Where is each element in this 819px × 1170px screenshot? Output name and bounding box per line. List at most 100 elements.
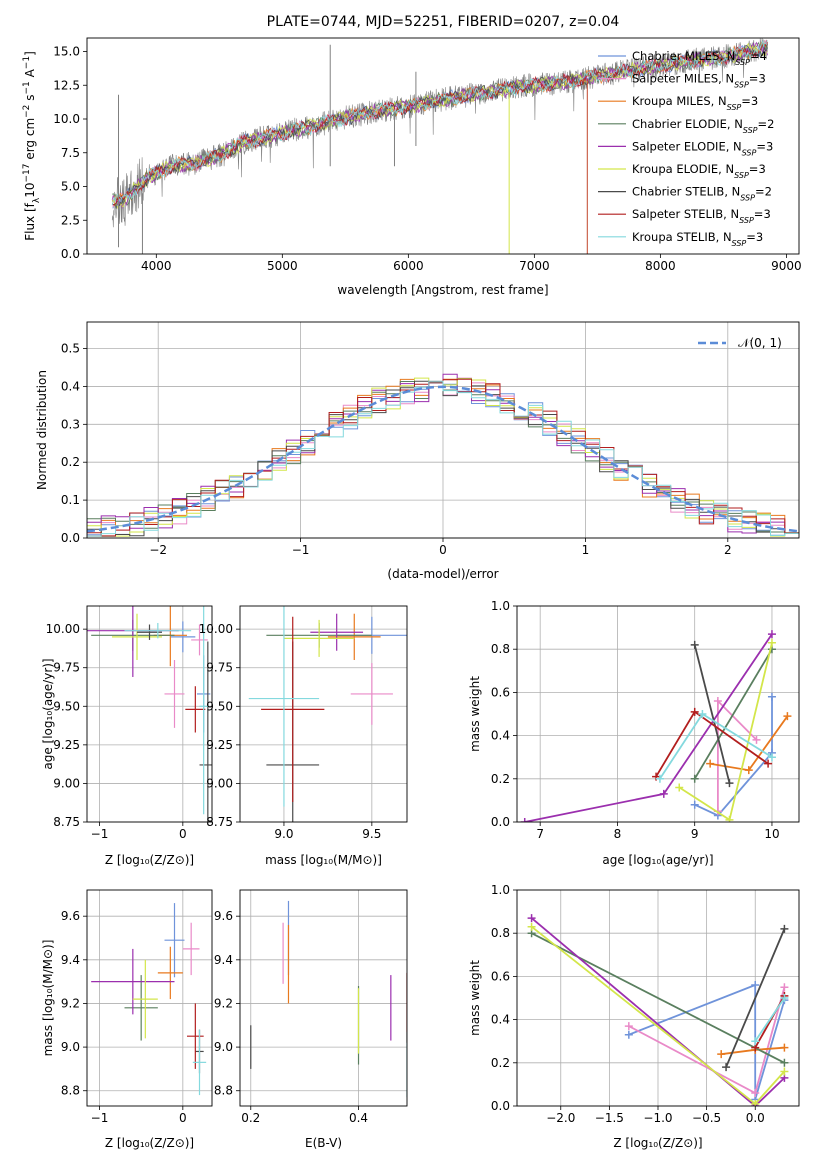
massweight-marker [690, 640, 699, 649]
massweight-marker [783, 712, 792, 721]
x-tick-label: 0.0 [746, 1111, 765, 1125]
massweight-marker [751, 1089, 760, 1098]
y-tick-label: 9.6 [61, 909, 80, 923]
y-tick-label: 0.6 [491, 685, 510, 699]
massweight-marker [713, 697, 722, 706]
legend-model-name: Salpeter STELIB [632, 207, 723, 221]
massweight-marker [744, 766, 753, 775]
massweight-line [531, 932, 785, 1064]
massweight-line [693, 648, 773, 780]
spectrum-plot [111, 38, 768, 254]
axes-frame [239, 605, 408, 823]
x-tick-label: 5000 [267, 259, 298, 273]
histogram-series [87, 380, 799, 538]
legend-nssp-sub: SSP [734, 80, 749, 89]
x-tick-label: 8000 [645, 259, 676, 273]
y-tick-label: 7.5 [61, 146, 80, 160]
legend-entry: Salpeter MILES, NSSP=3 [632, 72, 766, 90]
x-axis-label: age [log₁₀(age/yr)] [602, 853, 713, 867]
massweight-marker [655, 774, 664, 783]
massweight-marker [698, 710, 707, 718]
y-tick-label: 9.50 [206, 699, 233, 713]
massweight-line [725, 928, 786, 1068]
legend-entry: Kroupa ELODIE, NSSP=3 [632, 162, 766, 180]
y-tick-label: 10.00 [199, 622, 233, 636]
massweight-marker [690, 800, 699, 809]
y-axis-label-part: erg cm [23, 118, 37, 164]
x-tick-label: −1.5 [595, 1111, 624, 1125]
legend-entry: 𝒩(0, 1) [738, 336, 782, 350]
axes-frame [516, 889, 800, 1107]
y-axis-label: age [log₁₀(age/yr)] [41, 658, 55, 769]
y-tick-label: 9.75 [206, 661, 233, 675]
y-tick-label: 9.50 [53, 699, 80, 713]
y-tick-label: 0.2 [491, 1056, 510, 1070]
legend-nssp-value: 2 [765, 185, 772, 199]
y-axis-label-part: −1 [22, 56, 32, 69]
massweight-marker [780, 1058, 789, 1067]
legend-entry: Chabrier ELODIE, NSSP=2 [632, 117, 774, 135]
y-tick-label: 0.0 [61, 531, 80, 545]
x-tick-label: −2.0 [546, 1111, 575, 1125]
legend-nssp-label: N [725, 162, 734, 176]
model-spectrum [111, 42, 768, 210]
massweight-marker [725, 779, 734, 788]
y-tick-label: 0.4 [61, 379, 80, 393]
massweight-marker [717, 1050, 726, 1059]
y-tick-label: 8.75 [206, 815, 233, 829]
x-axis-label: E(B-V) [305, 1136, 342, 1150]
y-tick-label: 10.0 [53, 112, 80, 126]
y-tick-label: 9.2 [61, 996, 80, 1010]
x-tick-label: 10 [764, 827, 779, 841]
legend-model-name: Salpeter MILES [632, 72, 718, 86]
legend-nssp-label: N [723, 230, 732, 244]
y-tick-label: 8.75 [53, 815, 80, 829]
massweight-plot [520, 630, 792, 822]
y-tick-label: 9.4 [214, 953, 233, 967]
y-tick-label: 0.0 [491, 815, 510, 829]
massweight-marker [675, 783, 684, 792]
massweight-marker [764, 759, 773, 768]
axes-frame [86, 37, 800, 255]
legend-entry: Salpeter ELODIE, NSSP=3 [632, 139, 773, 157]
massweight-marker [527, 914, 536, 923]
axes-frame [516, 605, 800, 823]
legend-nssp-label: N [732, 185, 741, 199]
x-axis-label: Z [log₁₀(Z/Z⊙)] [613, 1136, 702, 1150]
y-axis-label-part: ] [23, 51, 37, 56]
massweight-marker [780, 983, 789, 992]
legend-nssp-label: N [734, 117, 743, 131]
massweight-marker [527, 922, 536, 931]
y-tick-label: 9.2 [214, 996, 233, 1010]
errorbar-plot [248, 606, 407, 822]
x-tick-label: 0 [179, 827, 187, 841]
panel-massweight-vs-Z: −2.0 −1.5 −1.0 −0.5 0.0 0.0 0.2 0.4 0.6 0.8 1.0 Z [… [468, 883, 800, 1150]
x-tick-label: 9.0 [274, 827, 293, 841]
y-axis-label: mass weight [468, 676, 482, 752]
x-tick-label: −0.5 [692, 1111, 721, 1125]
y-tick-label: 5.0 [61, 180, 80, 194]
x-axis-label: mass [log₁₀(M/M⊙)] [265, 853, 382, 867]
massweight-marker [752, 735, 761, 744]
x-tick-label: −2 [149, 543, 167, 557]
y-tick-label: 0.4 [491, 729, 510, 743]
legend-nssp-sub: SSP [734, 171, 749, 180]
y-tick-label: 9.00 [53, 776, 80, 790]
legend-nssp-sub: SSP [740, 193, 755, 202]
legend-entry: Salpeter STELIB, NSSP=3 [632, 207, 771, 225]
model-spectrum [111, 39, 768, 206]
y-tick-label: 10.00 [46, 622, 80, 636]
massweight-marker [767, 630, 776, 639]
y-axis-label-part: 10 [23, 183, 37, 198]
legend-nssp-value: 3 [756, 230, 763, 244]
massweight-marker [780, 1067, 789, 1076]
legend-nssp-sub: SSP [732, 238, 747, 247]
legend-nssp-value: 4 [760, 49, 767, 63]
y-axis-label-part: Flux [f [23, 202, 37, 240]
legend-nssp-value: 3 [758, 162, 765, 176]
legend-nssp-label: N [718, 94, 727, 108]
y-tick-label: 9.4 [61, 953, 80, 967]
y-axis-label-part: s [23, 95, 37, 105]
legend-nssp-value: 3 [751, 94, 758, 108]
legend-model-name: Chabrier MILES [632, 49, 719, 63]
